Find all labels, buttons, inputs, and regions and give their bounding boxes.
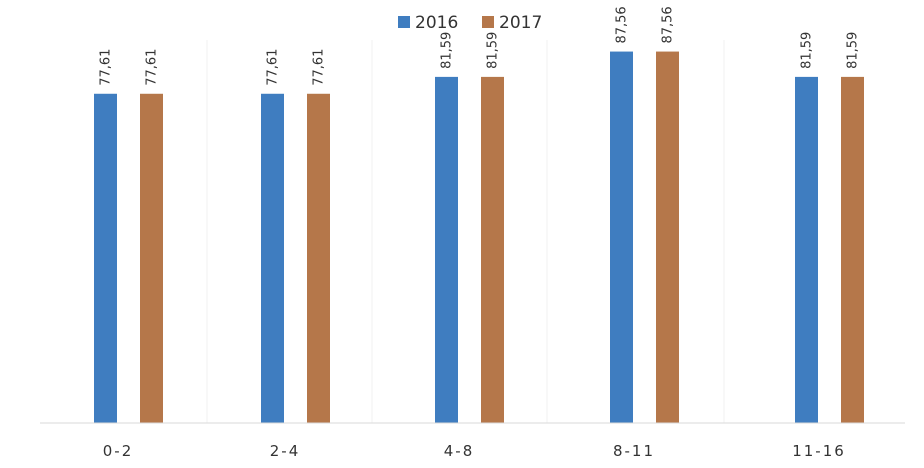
legend: 2016 2017: [398, 13, 542, 33]
data-label-2017-11-16: 81,59: [846, 32, 861, 69]
data-label-2016-0-2: 77,61: [99, 49, 114, 86]
data-label-2016-11-16: 81,59: [800, 32, 815, 69]
x-tick-label-11-16: 11-16: [792, 442, 846, 460]
legend-label-2016: 2016: [415, 13, 458, 33]
data-label-2017-8-11: 87,56: [661, 6, 676, 43]
legend-swatch-2017: [482, 16, 494, 28]
data-label-2016-8-11: 87,56: [615, 6, 630, 43]
bar-2017-11-16: [841, 76, 864, 424]
bar-group-2-4: 77,61 77,61: [261, 49, 330, 424]
x-tick-label-4-8: 4-8: [444, 442, 475, 460]
legend-swatch-2016: [398, 16, 410, 28]
bar-2017-2-4: [307, 93, 330, 424]
bar-2016-0-2: [94, 93, 117, 424]
x-tick-label-8-11: 8-11: [613, 442, 655, 460]
bar-group-8-11: 87,56 87,56: [610, 6, 679, 423]
x-axis-ticks: 0-2 2-4 4-8 8-11 11-16: [103, 442, 846, 460]
data-label-2016-4-8: 81,59: [440, 32, 455, 69]
data-label-2016-2-4: 77,61: [266, 49, 281, 86]
bar-group-4-8: 81,59 81,59: [435, 32, 504, 424]
bar-2017-0-2: [140, 93, 163, 424]
bar-2017-4-8: [481, 76, 504, 424]
x-tick-label-0-2: 0-2: [103, 442, 134, 460]
bar-2017-8-11: [656, 51, 679, 423]
data-label-2017-0-2: 77,61: [145, 49, 160, 86]
legend-label-2017: 2017: [499, 13, 542, 33]
data-label-2017-2-4: 77,61: [312, 49, 327, 86]
bar-group-0-2: 77,61 77,61: [94, 49, 163, 424]
data-label-2017-4-8: 81,59: [486, 32, 501, 69]
category-dividers: [206, 40, 725, 423]
bar-2016-11-16: [795, 76, 818, 424]
bar-2016-4-8: [435, 76, 458, 424]
bar-2016-2-4: [261, 93, 284, 424]
x-tick-label-2-4: 2-4: [270, 442, 301, 460]
bar-group-11-16: 81,59 81,59: [795, 32, 864, 424]
bar-2016-8-11: [610, 51, 633, 423]
